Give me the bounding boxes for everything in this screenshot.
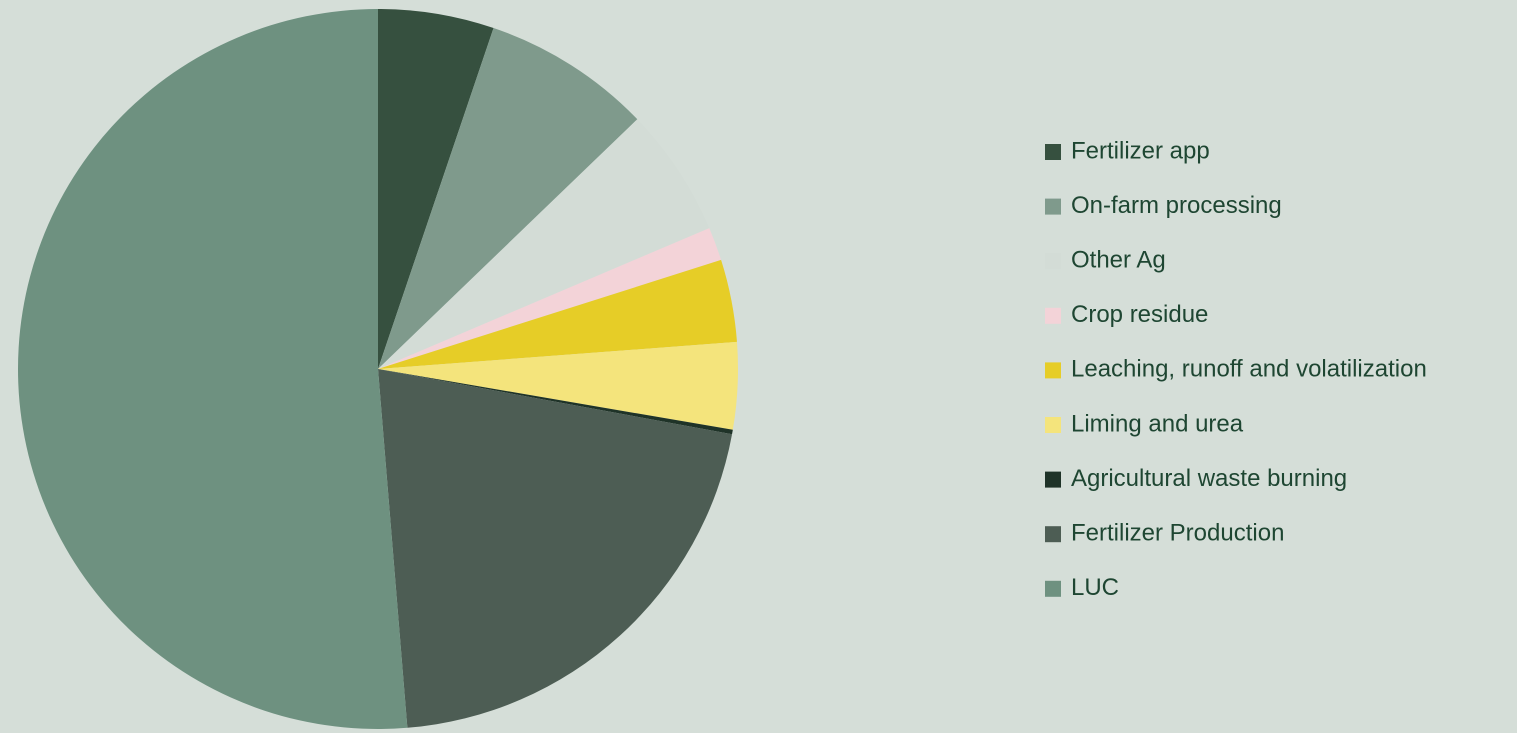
pie-slice (18, 9, 408, 729)
pie-slice (378, 228, 722, 369)
pie-slice (378, 259, 737, 369)
legend-label: Liming and urea (1071, 410, 1244, 437)
pie-slice (378, 341, 739, 430)
legend-label: Fertilizer app (1071, 137, 1210, 164)
legend-swatch (1045, 417, 1061, 433)
legend-label: LUC (1071, 574, 1119, 601)
legend-swatch (1045, 580, 1061, 597)
legend-label: Other Ag (1071, 247, 1166, 274)
legend-swatch (1045, 307, 1061, 324)
legend-label: Agricultural waste burning (1071, 465, 1347, 492)
pie-slice (378, 9, 494, 369)
legend-label: On-farm processing (1071, 192, 1282, 219)
legend-swatch (1045, 253, 1061, 270)
pie-slice (378, 28, 638, 369)
legend-swatch (1045, 471, 1061, 488)
legend-swatch (1045, 362, 1061, 379)
legend-swatch (1045, 526, 1061, 543)
legend-label: Crop residue (1071, 301, 1208, 328)
legend-label: Leaching, runoff and volatilization (1071, 356, 1427, 383)
pie-slice (378, 369, 733, 435)
legend-label: Fertilizer Production (1071, 520, 1284, 547)
pie-slice (378, 369, 733, 728)
legend-swatch (1045, 198, 1061, 215)
pie-slice (378, 119, 710, 369)
legend-swatch (1045, 144, 1061, 160)
